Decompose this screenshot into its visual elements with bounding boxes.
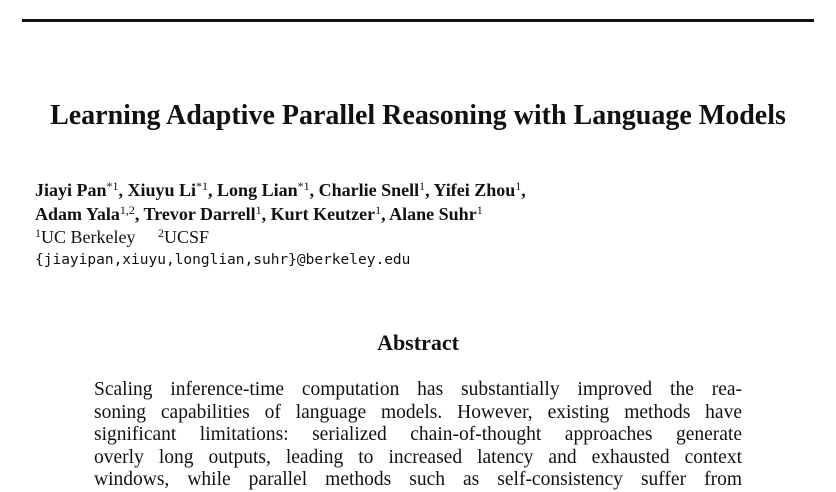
author-separator: , bbox=[118, 180, 124, 200]
author-separator: , bbox=[261, 204, 267, 224]
author-separator: , bbox=[521, 180, 526, 200]
author-block: Jiayi Pan*1, Xiuyu Li*1, Long Lian*1, Ch… bbox=[35, 178, 526, 226]
author-name: Jiayi Pan bbox=[35, 180, 107, 200]
page: Learning Adaptive Parallel Reasoning wit… bbox=[22, 19, 814, 490]
author-line: Jiayi Pan*1, Xiuyu Li*1, Long Lian*1, Ch… bbox=[35, 178, 526, 202]
author-name: Xiuyu Li bbox=[127, 180, 197, 200]
abstract-line: windows, while parallel methods such as … bbox=[94, 469, 742, 490]
affil-mark: 1 bbox=[35, 226, 41, 240]
author-separator: , bbox=[134, 204, 140, 224]
top-rule bbox=[22, 19, 814, 22]
abstract-line: soning capabilities of language models. … bbox=[94, 401, 742, 423]
author-affil-mark: *1 bbox=[106, 179, 119, 193]
author-affil-mark: *1 bbox=[297, 179, 310, 193]
author-separator: , bbox=[425, 180, 430, 200]
affil-name: UC Berkeley bbox=[41, 227, 136, 247]
email: {jiayipan,xiuyu,longlian,suhr}@berkeley.… bbox=[35, 252, 411, 268]
author-affil-mark: 1 bbox=[375, 203, 382, 217]
affil-name: UCSF bbox=[163, 227, 210, 247]
author-name: Charlie Snell bbox=[318, 180, 420, 200]
paper-title: Learning Adaptive Parallel Reasoning wit… bbox=[50, 100, 786, 131]
author-separator: , bbox=[208, 180, 213, 200]
author-affil-mark: 1 bbox=[255, 203, 262, 217]
author-name: Alane Suhr bbox=[389, 204, 477, 224]
abstract-line: overly long outputs, leading to increase… bbox=[94, 446, 742, 468]
abstract-text: Scaling inference-time computation has s… bbox=[94, 379, 742, 492]
abstract-line: Scaling inference-time computation has s… bbox=[94, 379, 742, 400]
author-separator: , bbox=[309, 180, 315, 200]
author-line: Adam Yala1,2, Trevor Darrell1, Kurt Keut… bbox=[35, 202, 526, 226]
author-name: Kurt Keutzer bbox=[270, 204, 376, 224]
abstract-line: significant limitations: serialized chai… bbox=[94, 424, 742, 445]
author-affil-mark: 1 bbox=[476, 203, 483, 217]
author-affil-mark: 1 bbox=[515, 179, 522, 193]
author-affil-mark: 1,2 bbox=[119, 203, 135, 217]
author-separator: , bbox=[381, 204, 386, 224]
author-affil-mark: *1 bbox=[196, 179, 209, 193]
author-affil-mark: 1 bbox=[419, 179, 426, 193]
affiliations: 1UC Berkeley 2UCSF bbox=[35, 227, 209, 248]
affil-mark: 2 bbox=[157, 226, 164, 240]
author-name: Trevor Darrell bbox=[143, 204, 256, 224]
author-name: Long Lian bbox=[217, 180, 298, 200]
abstract-heading: Abstract bbox=[377, 330, 459, 355]
author-name: Yifei Zhou bbox=[433, 180, 516, 200]
author-name: Adam Yala bbox=[35, 204, 120, 224]
